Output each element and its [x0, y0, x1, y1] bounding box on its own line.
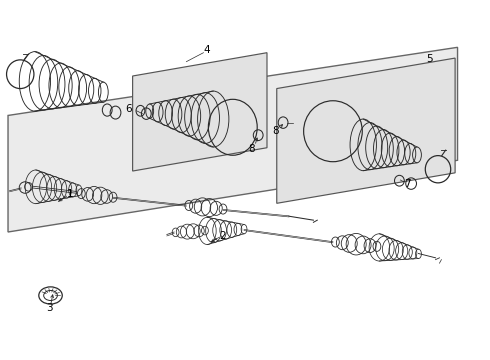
Text: 4: 4 — [203, 45, 210, 55]
Text: 8: 8 — [272, 126, 279, 135]
Text: 1: 1 — [67, 189, 74, 199]
Polygon shape — [277, 58, 455, 203]
Text: 5: 5 — [426, 54, 433, 64]
Text: 8: 8 — [248, 144, 255, 154]
Text: 7: 7 — [404, 179, 411, 189]
Polygon shape — [133, 53, 267, 171]
Text: 3: 3 — [46, 303, 53, 313]
Text: 2: 2 — [220, 231, 226, 240]
Polygon shape — [8, 47, 458, 232]
Text: 6: 6 — [125, 104, 132, 114]
